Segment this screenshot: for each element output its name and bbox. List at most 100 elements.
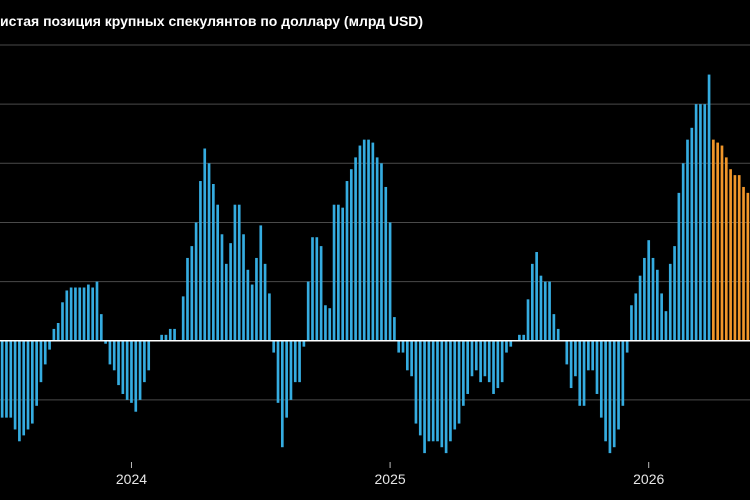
x-tick-label: 2025 [375, 471, 406, 487]
bar [293, 340, 297, 383]
bar [487, 340, 491, 383]
bar [595, 340, 599, 394]
bar [582, 340, 586, 406]
bar [699, 104, 702, 341]
chart-title: истая позиция крупных спекулянтов по дол… [0, 13, 424, 29]
bar [414, 340, 418, 424]
bar [716, 142, 720, 341]
bar [578, 340, 582, 406]
bar [91, 287, 95, 341]
bar [492, 340, 495, 394]
bar [384, 186, 388, 341]
bar [673, 246, 676, 341]
bar [526, 299, 530, 341]
bar [311, 237, 314, 341]
bar [134, 340, 138, 412]
bar [724, 157, 728, 341]
bar [48, 340, 51, 350]
bar [78, 287, 82, 341]
bar [306, 281, 310, 341]
bar [233, 204, 237, 341]
bar [608, 340, 612, 454]
bar [341, 207, 345, 341]
bar [423, 340, 426, 454]
bar [436, 340, 439, 442]
bar [466, 340, 470, 394]
bar [5, 340, 8, 418]
bar [405, 340, 409, 371]
bar [130, 340, 133, 403]
bar [108, 340, 112, 365]
bar [707, 74, 711, 341]
bar [617, 340, 620, 430]
bar [599, 340, 603, 418]
bar [565, 340, 569, 365]
bar [543, 281, 547, 341]
bar [634, 293, 638, 341]
bar [574, 340, 577, 377]
bar [462, 340, 465, 406]
bar [746, 192, 750, 341]
bar [548, 281, 551, 341]
bar [39, 340, 43, 383]
bar [703, 104, 707, 341]
bar [112, 340, 116, 371]
bar [181, 296, 185, 341]
bar [186, 257, 189, 341]
bar [651, 257, 655, 341]
bar [535, 252, 538, 341]
bar [332, 204, 336, 341]
bar [453, 340, 457, 430]
bar [569, 340, 573, 389]
bar [13, 340, 17, 430]
bar [26, 340, 30, 430]
bar [720, 145, 724, 341]
bar [397, 340, 401, 353]
bar [371, 142, 375, 341]
bar [647, 240, 651, 341]
bar [483, 340, 487, 377]
bar [263, 263, 267, 341]
bar [259, 225, 263, 341]
bar [138, 340, 142, 400]
bar [160, 334, 163, 341]
bar [207, 163, 211, 341]
bar [255, 257, 258, 341]
x-axis-ticks: 2024 2025 2026 [116, 462, 664, 487]
bar [681, 163, 685, 341]
bar [655, 269, 659, 341]
bars [0, 74, 750, 454]
bar [272, 340, 276, 353]
gridlines [0, 44, 750, 401]
bar [121, 340, 125, 394]
bar [358, 145, 362, 341]
bar [612, 340, 616, 448]
bar [95, 281, 99, 341]
bar [117, 340, 120, 386]
bar [539, 275, 543, 341]
bar [349, 169, 353, 341]
bar [737, 175, 741, 341]
bar [362, 139, 366, 341]
bar [444, 340, 448, 454]
bar [474, 340, 478, 371]
bar [418, 340, 422, 436]
bar [496, 340, 500, 389]
bar [668, 263, 672, 341]
bar [298, 340, 301, 383]
bar [164, 334, 168, 341]
bar [125, 340, 129, 400]
bar [393, 317, 396, 341]
bar [65, 290, 69, 341]
bar [56, 323, 60, 341]
bar [302, 340, 306, 347]
bar [61, 302, 64, 341]
bar [246, 269, 250, 341]
bar [375, 157, 379, 341]
bar [500, 340, 504, 383]
bar [470, 340, 474, 377]
bar [522, 334, 526, 341]
bar [224, 263, 228, 341]
bar [604, 340, 607, 442]
